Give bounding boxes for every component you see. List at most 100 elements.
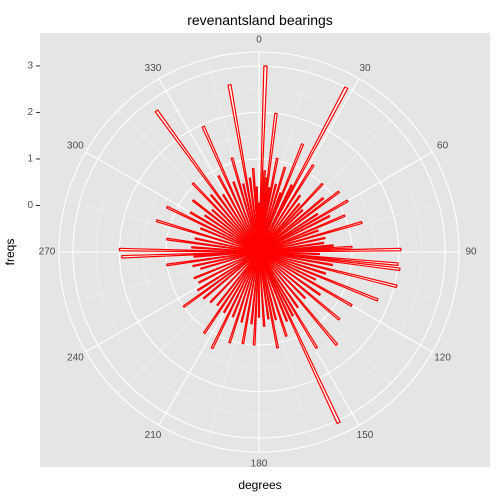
bar bbox=[258, 241, 325, 253]
radial-tick-label: 1 bbox=[27, 153, 33, 164]
bar bbox=[258, 221, 363, 253]
bar bbox=[191, 246, 260, 253]
bar bbox=[258, 202, 301, 253]
bar-layer bbox=[118, 65, 402, 425]
angle-tick-label: 330 bbox=[145, 63, 162, 74]
bar bbox=[258, 251, 353, 307]
bar bbox=[250, 251, 260, 325]
angle-tick-layer: 0 30 60 90 120 150 180 210 240 270 300 330 bbox=[39, 35, 477, 470]
bar bbox=[258, 197, 325, 253]
bar bbox=[258, 251, 289, 322]
bar bbox=[258, 214, 331, 253]
bar bbox=[210, 251, 260, 350]
bar bbox=[209, 251, 260, 304]
bar bbox=[258, 182, 324, 253]
angle-tick-label: 180 bbox=[251, 459, 268, 470]
bar bbox=[258, 190, 340, 253]
bar bbox=[242, 183, 260, 253]
grid-spoke bbox=[158, 78, 260, 253]
bar bbox=[258, 251, 318, 349]
bar bbox=[252, 251, 260, 346]
bar bbox=[200, 251, 260, 270]
bar bbox=[258, 209, 304, 253]
bar bbox=[257, 251, 261, 318]
bar bbox=[166, 237, 260, 253]
bar bbox=[222, 193, 260, 253]
bar bbox=[258, 251, 401, 272]
bar bbox=[204, 214, 260, 253]
bar bbox=[258, 194, 302, 253]
bar bbox=[258, 251, 339, 346]
x-axis-label: degrees bbox=[238, 478, 281, 492]
bar bbox=[258, 236, 326, 253]
bar bbox=[258, 251, 278, 321]
chart-title: revenantsland bearings bbox=[187, 12, 333, 28]
bar bbox=[216, 251, 260, 307]
bar bbox=[193, 251, 260, 280]
bar bbox=[258, 143, 305, 253]
bar bbox=[166, 251, 260, 267]
bar bbox=[258, 251, 333, 267]
grid-spoke-minor bbox=[65, 199, 260, 253]
bar bbox=[189, 211, 260, 253]
y-axis-label: freqs bbox=[3, 239, 17, 266]
bar bbox=[258, 166, 287, 253]
bar bbox=[182, 251, 260, 308]
radial-tick-label: 2 bbox=[27, 107, 33, 118]
bar bbox=[258, 251, 280, 349]
angle-tick-label: 300 bbox=[67, 141, 84, 152]
bar bbox=[255, 186, 260, 253]
bar bbox=[227, 83, 260, 253]
bar bbox=[258, 251, 307, 300]
bar bbox=[241, 251, 260, 345]
bar bbox=[258, 251, 317, 281]
bar bbox=[258, 251, 327, 275]
bar bbox=[118, 247, 260, 253]
grid-spoke bbox=[258, 78, 360, 253]
radial-tick-layer: 0 1 2 3 bbox=[27, 60, 40, 211]
bar bbox=[258, 251, 399, 266]
bar bbox=[258, 251, 294, 317]
angle-tick-label: 150 bbox=[357, 430, 374, 441]
bar bbox=[240, 251, 260, 323]
bar bbox=[166, 205, 260, 253]
bar bbox=[192, 251, 260, 268]
radial-tick-label: 0 bbox=[27, 200, 33, 211]
bar bbox=[202, 251, 260, 300]
bar bbox=[257, 202, 261, 253]
bar bbox=[191, 182, 260, 253]
bar bbox=[258, 244, 334, 253]
bar bbox=[217, 175, 260, 253]
bar bbox=[258, 164, 315, 253]
bar bbox=[258, 251, 341, 425]
bar bbox=[251, 167, 260, 253]
bar bbox=[232, 181, 260, 253]
bar bbox=[258, 245, 353, 253]
angle-tick-label: 90 bbox=[465, 247, 477, 258]
angle-tick-label: 60 bbox=[437, 141, 449, 152]
bar bbox=[155, 219, 260, 253]
bar bbox=[258, 251, 379, 302]
angle-tick-label: 0 bbox=[256, 35, 262, 46]
bar bbox=[211, 208, 260, 253]
bar bbox=[258, 251, 341, 321]
bar bbox=[258, 212, 319, 253]
bar bbox=[228, 251, 260, 344]
angle-tick-label: 30 bbox=[359, 63, 371, 74]
bar bbox=[121, 251, 260, 259]
bar bbox=[196, 251, 260, 292]
bar bbox=[258, 251, 321, 296]
bar bbox=[258, 86, 349, 253]
angle-tick-label: 240 bbox=[67, 353, 84, 364]
bar bbox=[154, 109, 260, 253]
grid-spoke bbox=[85, 251, 260, 353]
bar bbox=[230, 157, 260, 253]
bar bbox=[258, 229, 319, 253]
bar bbox=[258, 183, 278, 253]
angle-tick-label: 210 bbox=[145, 430, 162, 441]
bar bbox=[210, 193, 260, 253]
bar bbox=[258, 251, 398, 289]
bar bbox=[191, 199, 260, 253]
angle-tick-label: 270 bbox=[39, 247, 56, 258]
